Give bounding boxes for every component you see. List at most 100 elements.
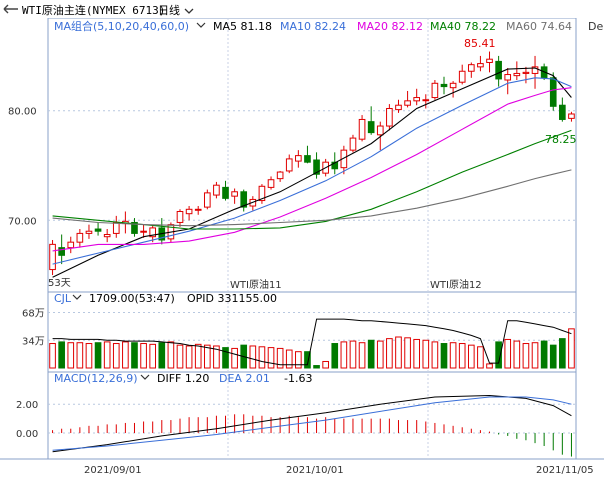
volume-bar xyxy=(413,338,421,369)
volume-bar xyxy=(367,339,375,369)
candle-body xyxy=(422,99,430,102)
volume-bar xyxy=(158,342,166,369)
volume-bar xyxy=(249,345,257,369)
contract-label: WTI原油11 xyxy=(230,278,282,291)
candle-body xyxy=(222,186,229,199)
back-arrow-icon[interactable] xyxy=(2,2,20,16)
volume-series xyxy=(49,328,575,369)
volume-bar xyxy=(213,345,220,369)
panel-frame xyxy=(47,17,577,293)
macd-value: -1.63 xyxy=(284,372,312,385)
candle-body xyxy=(495,60,502,80)
candle-body xyxy=(240,191,248,208)
date-axis-label: 2021/11/05 xyxy=(536,465,594,476)
ma10-line xyxy=(52,77,572,265)
candle-body xyxy=(76,232,84,243)
chevron-down-icon xyxy=(184,8,193,14)
period-label: 日线 xyxy=(158,4,180,17)
candle-body xyxy=(203,192,211,208)
volume-bar xyxy=(358,342,366,369)
volume-bar xyxy=(49,343,56,369)
volume-bar xyxy=(404,337,411,369)
macd-axis-label: 2.00 xyxy=(16,400,38,411)
candle-body xyxy=(404,100,411,106)
volume-bar xyxy=(194,343,202,369)
candlestick-series xyxy=(49,51,575,276)
volume-bar xyxy=(458,343,466,369)
volume-bar xyxy=(231,347,238,369)
volume-legend-name: CJL xyxy=(54,292,72,305)
dea-line xyxy=(52,396,572,451)
macd-diff-value: DIFF 1.20 xyxy=(157,372,209,385)
volume-bar xyxy=(449,342,457,369)
candle-body xyxy=(431,82,439,99)
candle-body xyxy=(559,104,566,120)
volume-bar xyxy=(531,342,539,369)
candle-body xyxy=(395,104,402,111)
volume-bar xyxy=(522,343,530,369)
volume-bar xyxy=(304,351,311,369)
price-axis-label: 80.00 xyxy=(8,107,37,118)
symbol-title[interactable]: WTI原油主连(NYMEX 6713) xyxy=(22,4,166,17)
candle-body xyxy=(267,179,275,188)
volume-bar xyxy=(276,347,284,369)
volume-bar xyxy=(513,340,521,369)
candle-body xyxy=(568,113,575,119)
contract-label: WTI原油12 xyxy=(430,278,482,291)
candle-body xyxy=(149,227,157,238)
candle-body xyxy=(295,155,302,162)
volume-bar xyxy=(386,338,393,369)
candle-body xyxy=(94,228,102,232)
volume-bar xyxy=(222,347,229,369)
chart-header: WTI原油主连(NYMEX 6713) 日线 xyxy=(0,0,604,18)
candle-body xyxy=(185,208,193,215)
candle-body xyxy=(440,83,448,88)
candle-body xyxy=(349,137,357,151)
volume-bar xyxy=(167,341,175,369)
volume-bar xyxy=(376,340,384,369)
ma-legend-item: MA60 74.64 xyxy=(506,20,572,33)
candle-body xyxy=(331,161,339,170)
ma-legend-item: MA5 81.18 xyxy=(213,20,272,33)
candle-body xyxy=(67,241,75,249)
period-selector[interactable]: 日线 xyxy=(158,2,194,18)
volume-bar xyxy=(440,343,448,369)
volume-bar xyxy=(322,360,329,369)
volume-bar xyxy=(149,343,157,369)
candle-body xyxy=(486,58,493,63)
candle-body xyxy=(477,63,484,68)
chevron-down-icon xyxy=(196,22,206,28)
volume-bar xyxy=(549,344,557,369)
candle-body xyxy=(313,159,320,175)
volume-bar xyxy=(486,363,493,369)
candle-body xyxy=(413,97,421,102)
ma-legend-name: MA组合(5,10,20,40,60,0) xyxy=(54,19,189,33)
candle-body xyxy=(449,82,457,89)
candle-body xyxy=(367,121,375,134)
candle-body xyxy=(386,108,393,127)
chevron-down-icon xyxy=(140,374,150,380)
volume-bar xyxy=(58,341,65,369)
candle-body xyxy=(549,77,557,107)
candle-body xyxy=(276,171,284,180)
volume-bar xyxy=(76,342,84,369)
volume-bar xyxy=(258,346,266,369)
ma40-line xyxy=(52,129,572,230)
candle-body xyxy=(112,221,120,234)
macd-legend-name: MACD(12,26,9) xyxy=(54,372,138,385)
candle-body xyxy=(304,155,311,163)
open-interest-value: OPID 331155.00 xyxy=(187,292,277,305)
candle-body xyxy=(194,208,202,211)
candle-body xyxy=(231,191,238,197)
date-axis-label: 2021/09/01 xyxy=(84,465,142,476)
volume-bar xyxy=(467,344,475,369)
ma5-line xyxy=(52,67,572,278)
candle-body xyxy=(103,234,111,238)
ma-legend-cut: De xyxy=(588,20,603,33)
volume-bar xyxy=(295,351,302,369)
volume-bar xyxy=(395,336,402,369)
volume-bar xyxy=(568,328,575,369)
candle-body xyxy=(85,230,93,234)
candle-body xyxy=(285,158,293,172)
